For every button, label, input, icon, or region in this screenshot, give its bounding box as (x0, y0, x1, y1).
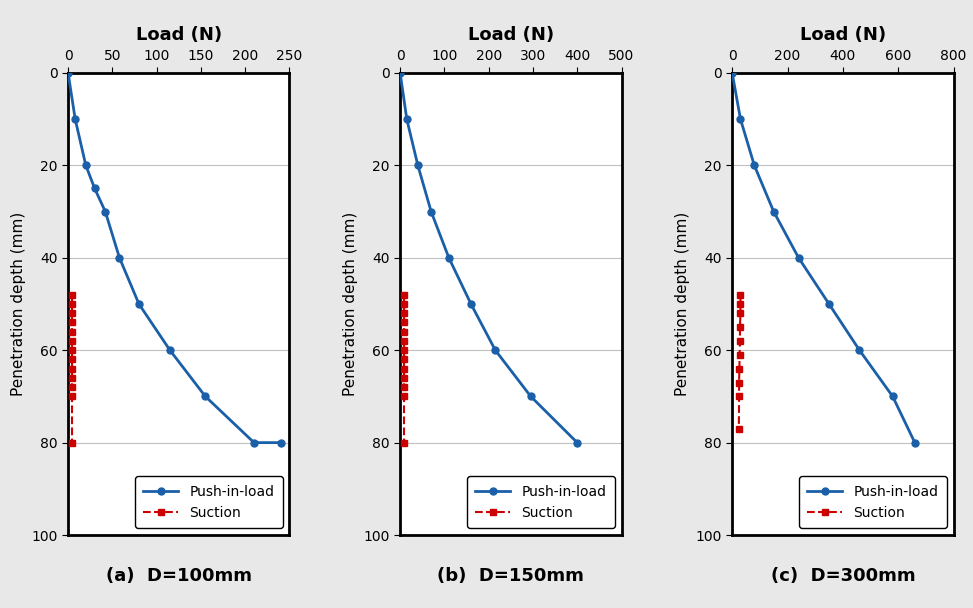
Suction (398, 291, 410, 299)
Push-in-load (133, 300, 145, 308)
Line: Push-in-load: Push-in-load (397, 69, 581, 446)
X-axis label: Load (N): Load (N) (135, 26, 222, 44)
Suction (66, 375, 78, 382)
Line: Push-in-load: Push-in-load (64, 69, 284, 446)
Suction (66, 356, 78, 363)
Suction (398, 337, 410, 345)
Push-in-load (401, 116, 413, 123)
Suction (66, 337, 78, 345)
Push-in-load (748, 162, 760, 169)
Y-axis label: Penetration depth (mm): Penetration depth (mm) (675, 212, 690, 396)
Push-in-load (768, 208, 779, 215)
Suction (66, 384, 78, 391)
Push-in-load (571, 439, 583, 446)
Suction (66, 328, 78, 336)
Push-in-load (69, 116, 81, 123)
Push-in-load (89, 185, 100, 192)
Push-in-load (114, 254, 126, 261)
Suction (66, 291, 78, 299)
Suction (66, 309, 78, 317)
Push-in-load (735, 116, 746, 123)
Legend: Push-in-load, Suction: Push-in-load, Suction (467, 477, 615, 528)
Suction (398, 347, 410, 354)
Suction (733, 425, 744, 432)
Push-in-load (909, 439, 920, 446)
Text: (b)  D=150mm: (b) D=150mm (438, 567, 584, 586)
Suction (734, 379, 745, 386)
Push-in-load (199, 393, 211, 400)
Suction (398, 375, 410, 382)
Suction (398, 309, 410, 317)
Suction (398, 384, 410, 391)
Line: Suction: Suction (400, 291, 407, 446)
Suction (735, 300, 746, 308)
Suction (734, 351, 745, 359)
Suction (66, 439, 78, 446)
Legend: Push-in-load, Suction: Push-in-load, Suction (135, 477, 282, 528)
X-axis label: Load (N): Load (N) (468, 26, 554, 44)
Suction (398, 365, 410, 372)
Suction (66, 300, 78, 308)
Push-in-load (793, 254, 805, 261)
Push-in-load (412, 162, 423, 169)
Push-in-load (248, 439, 260, 446)
Push-in-load (80, 162, 91, 169)
Push-in-load (443, 254, 454, 261)
Suction (398, 393, 410, 400)
Suction (734, 393, 745, 400)
Push-in-load (465, 300, 477, 308)
Suction (735, 309, 746, 317)
Suction (398, 439, 410, 446)
Suction (735, 291, 746, 299)
Suction (66, 365, 78, 372)
Push-in-load (99, 208, 111, 215)
Suction (66, 319, 78, 326)
Push-in-load (425, 208, 437, 215)
Text: (a)  D=100mm: (a) D=100mm (106, 567, 252, 586)
Push-in-load (489, 347, 501, 354)
Legend: Push-in-load, Suction: Push-in-load, Suction (799, 477, 947, 528)
Suction (734, 323, 745, 331)
Push-in-load (274, 439, 286, 446)
Push-in-load (853, 347, 865, 354)
Push-in-load (726, 69, 739, 77)
Line: Push-in-load: Push-in-load (729, 69, 919, 446)
Push-in-load (823, 300, 835, 308)
Suction (398, 319, 410, 326)
Push-in-load (886, 393, 898, 400)
Suction (398, 356, 410, 363)
Push-in-load (62, 69, 74, 77)
Push-in-load (524, 393, 536, 400)
Text: (c)  D=300mm: (c) D=300mm (771, 567, 916, 586)
Suction (398, 328, 410, 336)
Push-in-load (164, 347, 176, 354)
Suction (398, 300, 410, 308)
Line: Suction: Suction (736, 291, 744, 432)
Y-axis label: Penetration depth (mm): Penetration depth (mm) (342, 212, 358, 396)
Push-in-load (394, 69, 406, 77)
Suction (734, 337, 745, 345)
X-axis label: Load (N): Load (N) (800, 26, 886, 44)
Suction (734, 365, 745, 372)
Line: Suction: Suction (68, 291, 75, 446)
Suction (66, 347, 78, 354)
Y-axis label: Penetration depth (mm): Penetration depth (mm) (11, 212, 25, 396)
Suction (66, 393, 78, 400)
